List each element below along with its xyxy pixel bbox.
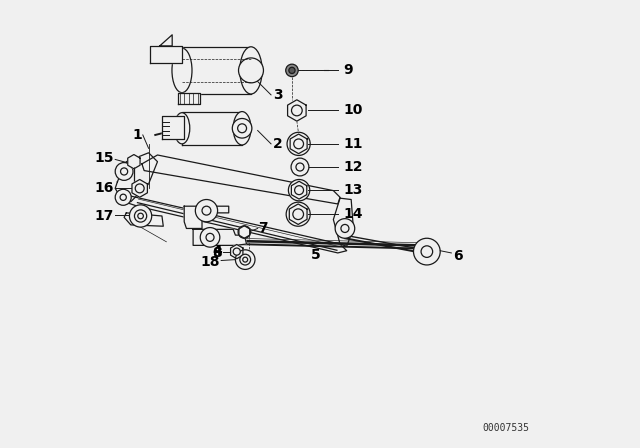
Ellipse shape [172, 48, 192, 93]
Circle shape [243, 257, 248, 262]
Polygon shape [177, 93, 200, 104]
Text: 12: 12 [343, 160, 363, 174]
Circle shape [115, 189, 131, 205]
Circle shape [293, 209, 303, 220]
Circle shape [296, 163, 304, 171]
Polygon shape [184, 206, 228, 228]
Polygon shape [239, 226, 250, 238]
Polygon shape [291, 181, 307, 199]
Circle shape [206, 233, 214, 241]
Polygon shape [160, 35, 172, 46]
Polygon shape [287, 100, 306, 121]
Text: 11: 11 [343, 137, 363, 151]
Text: 17: 17 [95, 209, 115, 223]
Circle shape [129, 205, 152, 227]
Text: 3: 3 [273, 88, 283, 102]
Text: 9: 9 [343, 64, 353, 78]
Circle shape [115, 163, 133, 181]
Polygon shape [182, 47, 251, 94]
Ellipse shape [174, 113, 190, 144]
Circle shape [341, 224, 349, 233]
Text: 8: 8 [212, 246, 222, 260]
Text: 5: 5 [310, 248, 321, 262]
Circle shape [240, 254, 251, 265]
Polygon shape [124, 195, 347, 253]
Circle shape [287, 132, 310, 155]
Circle shape [200, 228, 220, 247]
Text: 00007535: 00007535 [483, 423, 529, 433]
Circle shape [413, 238, 440, 265]
Polygon shape [162, 116, 184, 139]
Circle shape [202, 206, 211, 215]
Circle shape [239, 58, 264, 83]
Text: 4: 4 [212, 244, 223, 258]
Circle shape [294, 139, 303, 149]
Circle shape [236, 250, 255, 269]
Circle shape [134, 210, 147, 222]
Text: 6: 6 [454, 249, 463, 263]
Circle shape [233, 248, 240, 255]
Circle shape [195, 199, 218, 222]
Circle shape [335, 219, 355, 238]
Polygon shape [132, 180, 147, 197]
Text: 13: 13 [343, 183, 362, 197]
Circle shape [237, 124, 246, 133]
Text: 18: 18 [200, 255, 220, 269]
Polygon shape [124, 214, 163, 225]
Text: 1: 1 [132, 128, 142, 142]
Text: 16: 16 [95, 181, 115, 195]
Circle shape [294, 186, 303, 194]
Circle shape [285, 64, 298, 77]
Polygon shape [333, 198, 353, 246]
Polygon shape [128, 155, 140, 169]
Polygon shape [182, 112, 242, 145]
Polygon shape [289, 204, 307, 224]
Circle shape [138, 213, 143, 219]
Text: 7: 7 [259, 221, 268, 236]
Circle shape [291, 105, 302, 116]
Circle shape [291, 158, 309, 176]
Polygon shape [230, 245, 243, 259]
Circle shape [232, 118, 252, 138]
Circle shape [289, 67, 295, 73]
Polygon shape [150, 46, 182, 63]
Circle shape [120, 168, 127, 175]
Circle shape [135, 184, 144, 193]
Polygon shape [193, 229, 246, 246]
Text: 10: 10 [343, 103, 362, 117]
Ellipse shape [240, 47, 262, 94]
Circle shape [120, 194, 126, 200]
Polygon shape [124, 213, 163, 226]
Circle shape [289, 180, 310, 201]
Polygon shape [142, 155, 340, 204]
Circle shape [286, 202, 310, 226]
Text: 15: 15 [95, 151, 115, 165]
Circle shape [238, 226, 250, 238]
Text: 14: 14 [343, 207, 363, 221]
Polygon shape [290, 134, 307, 154]
Text: 2: 2 [273, 137, 283, 151]
Ellipse shape [233, 112, 251, 145]
Polygon shape [115, 153, 157, 202]
Circle shape [421, 246, 433, 258]
